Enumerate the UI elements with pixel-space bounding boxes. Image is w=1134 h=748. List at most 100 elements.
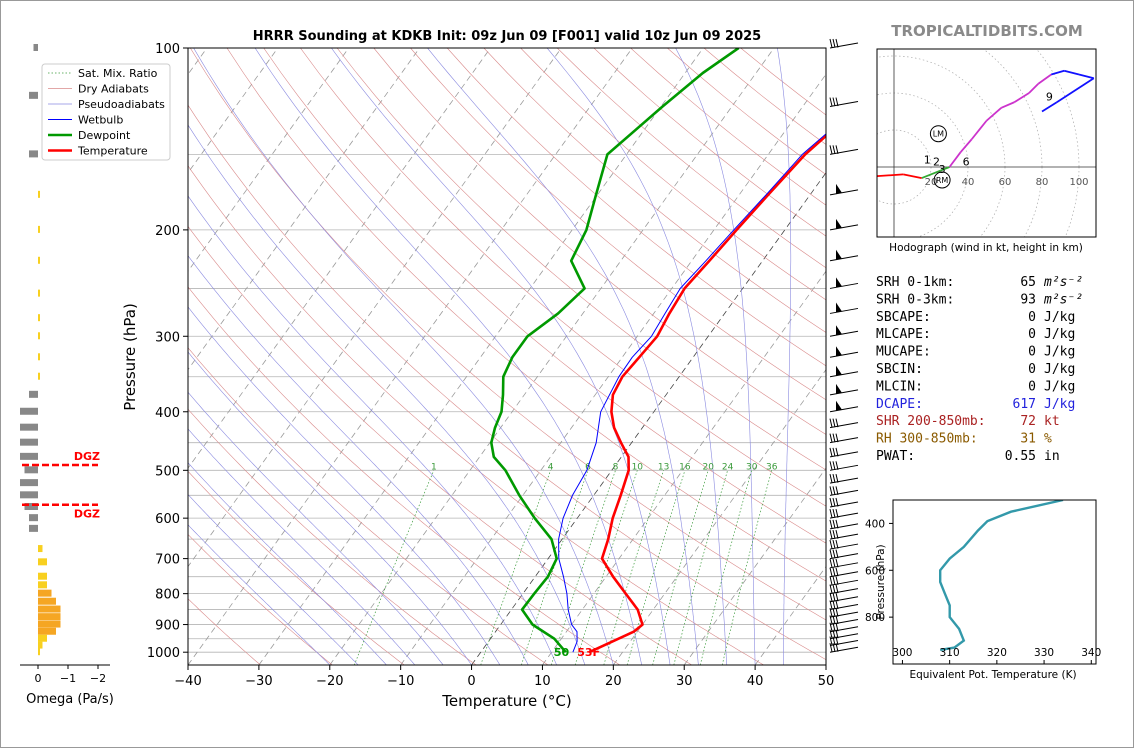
dry-adiabat-line [188,165,764,665]
mixing-ratio-label: 24 [722,462,734,472]
hodograph-trace [948,151,962,168]
theta-e-area [939,500,1064,652]
hodograph-trace [1056,77,1095,104]
hodograph-trace [1037,73,1052,85]
index-unit: J/kg [1044,362,1075,377]
omega-bar [38,314,40,322]
pressure-tick-label: 500 [155,464,180,479]
wind-barb-tick [835,584,839,594]
dgz-label: DGZ [74,450,100,463]
omega-bar [38,353,40,361]
hodograph-height-label: 9 [1046,91,1053,104]
chart-title: HRRR Sounding at KDKB Init: 09z Jun 09 [… [253,29,761,44]
theta-e-y-label: Pressure (hPa) [875,544,887,619]
wind-barb-tick [835,145,839,155]
pressure-tick-label: 900 [155,619,180,634]
pseudoadiabat-line [188,351,472,665]
omega-bar [33,44,38,51]
omega-bar [38,256,40,264]
dry-adiabat-line [263,48,826,544]
wind-barb-tick [832,461,836,470]
surface-dewpoint-label: 50 [554,646,570,659]
hodograph-ring-label: 40 [962,177,975,188]
dry-adiabat-line [188,598,261,665]
wind-barb [829,371,859,378]
wetbulb-profile-line [558,133,826,653]
omega-tick-label: −1 [60,672,76,685]
wind-barb-tick [829,433,833,443]
wind-barb-tick [832,38,836,48]
wind-barb-tick [832,97,836,107]
isotherm-line [897,48,1134,665]
mixing-ratio-label: 10 [632,462,644,472]
wind-barb-tick [835,486,839,495]
omega-bar [29,514,38,522]
omega-tick-label: 0 [35,672,42,685]
wind-barb-tick [835,558,839,568]
temperature-tick-label: 40 [747,674,764,689]
index-unit: J/kg [1044,327,1075,342]
omega-bar [20,438,38,446]
mixing-ratio-line [353,470,435,665]
legend-label: Temperature [77,145,148,158]
mixing-ratio-line [652,470,709,665]
wind-barb-tick [832,474,836,483]
wind-barb-tick [829,576,833,585]
index-value: 31 [1020,432,1036,447]
mixing-ratio-label: 13 [658,462,669,472]
indices-panel: SRH 0-1km: 65 m²s⁻² SRH 0-3km: 93 m²s⁻² SBCAPE… [876,275,1083,464]
hodograph-trace [1028,83,1039,94]
dry-adiabat-line [188,286,621,665]
theta-e-x-tick-label: 330 [1034,647,1054,659]
hodograph-frame [876,48,1097,238]
mixing-ratio-line [480,470,551,665]
omega-bar [38,572,47,580]
pseudoadiabat-line [193,48,614,665]
wind-barb-tick [832,549,836,559]
isotherm-line [542,270,826,665]
index-unit: kt [1044,414,1060,429]
index-label: SRH 0-1km: [876,275,954,290]
wind-barb-tick [832,584,836,594]
wind-barb-tick [835,433,839,443]
isotherm-line [188,48,420,371]
mixing-ratio-line [521,470,589,665]
omega-bar [29,524,38,532]
mixing-ratio-label: 4 [548,462,554,472]
isotherm-line [329,48,775,665]
temperature-tick-label: −30 [245,674,272,689]
omega-bar [38,613,61,621]
hodograph-trace [1078,73,1095,80]
pressure-tick-label: 400 [155,406,180,421]
wind-barb-flag [836,365,842,376]
index-value: 617 [1013,397,1036,412]
wind-barb-tick [835,474,839,483]
index-label: SBCIN: [876,362,923,377]
isotherm-line [188,48,279,174]
pseudoadiabat-line [188,195,557,665]
omega-bar [38,289,40,297]
legend: Sat. Mix. Ratio Dry Adiabats Pseudoadiabat… [41,63,171,161]
omega-bar [29,390,38,398]
index-value: 0 [1028,379,1036,394]
omega-bar [38,581,47,589]
watermark: TROPICALTIDBITS.COM [891,22,1083,40]
wind-barb-tick [835,622,839,632]
temperature-tick-label: 0 [467,674,475,689]
hodograph-trace [877,173,904,178]
dry-adiabat-line [188,347,549,665]
isotherm-line [188,48,562,568]
wind-barb-tick [829,636,833,646]
index-label: MLCAPE: [876,327,931,342]
dewpoint-profile-line [490,48,740,654]
index-value: 0.55 [1005,449,1036,464]
dry-adiabat-line [188,104,826,661]
wind-barb-tick [832,530,836,539]
pseudoadiabat-line [188,306,501,665]
pseudoadiabat-line [427,48,699,665]
mixing-ratio-label: 36 [766,462,778,472]
pseudoadiabat-line [188,524,331,665]
wind-barb-flag [836,302,842,313]
dry-adiabat-line [336,48,826,471]
